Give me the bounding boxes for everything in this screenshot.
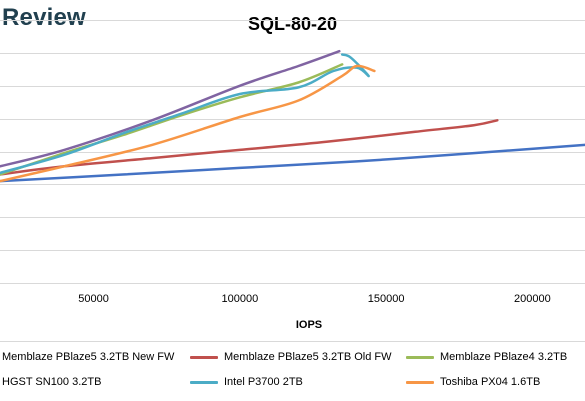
legend-item: HGST SN100 3.2TB xyxy=(2,376,101,388)
legend-item: Intel P3700 2TB xyxy=(190,376,303,388)
legend-label: Memblaze PBlaze5 3.2TB New FW xyxy=(2,351,175,363)
legend-label: Memblaze PBlaze5 3.2TB Old FW xyxy=(224,351,392,363)
x-tick-label: 50000 xyxy=(78,293,109,305)
legend-item: Memblaze PBlaze4 3.2TB xyxy=(406,351,567,363)
legend-label: Toshiba PX04 1.6TB xyxy=(440,376,541,388)
x-tick-label: 150000 xyxy=(368,293,405,305)
legend-label: Intel P3700 2TB xyxy=(224,376,303,388)
series-lines xyxy=(0,49,585,183)
legend-swatch xyxy=(406,355,434,359)
x-axis-label: IOPS xyxy=(296,319,322,331)
brand-logo-text: Review xyxy=(2,4,86,31)
legend-label: Memblaze PBlaze4 3.2TB xyxy=(440,351,568,363)
series-line-5 xyxy=(0,53,370,175)
chart-title: SQL-80-20 xyxy=(247,14,338,34)
x-tick-label: 100000 xyxy=(221,293,258,305)
legend-item: Memblaze PBlaze5 3.2TB New FW xyxy=(2,351,174,363)
legend-item: Memblaze PBlaze5 3.2TB Old FW xyxy=(190,351,392,363)
series-line-1 xyxy=(0,143,585,183)
legend-swatch xyxy=(190,380,218,384)
series-line-3 xyxy=(0,63,344,176)
series-line-4 xyxy=(0,49,341,168)
chart-legend: Memblaze PBlaze5 3.2TB New FW Memblaze PB… xyxy=(0,344,585,400)
legend-item: Toshiba PX04 1.6TB xyxy=(406,376,540,388)
x-tick-label: 200000 xyxy=(514,293,551,305)
x-tick-labels: 50000 100000 150000 200000 xyxy=(78,293,550,305)
legend-label: HGST SN100 3.2TB xyxy=(2,376,102,388)
legend-swatch xyxy=(190,355,218,359)
series-line-6 xyxy=(0,64,376,183)
gridlines xyxy=(0,20,585,284)
legend-swatch xyxy=(406,380,434,384)
